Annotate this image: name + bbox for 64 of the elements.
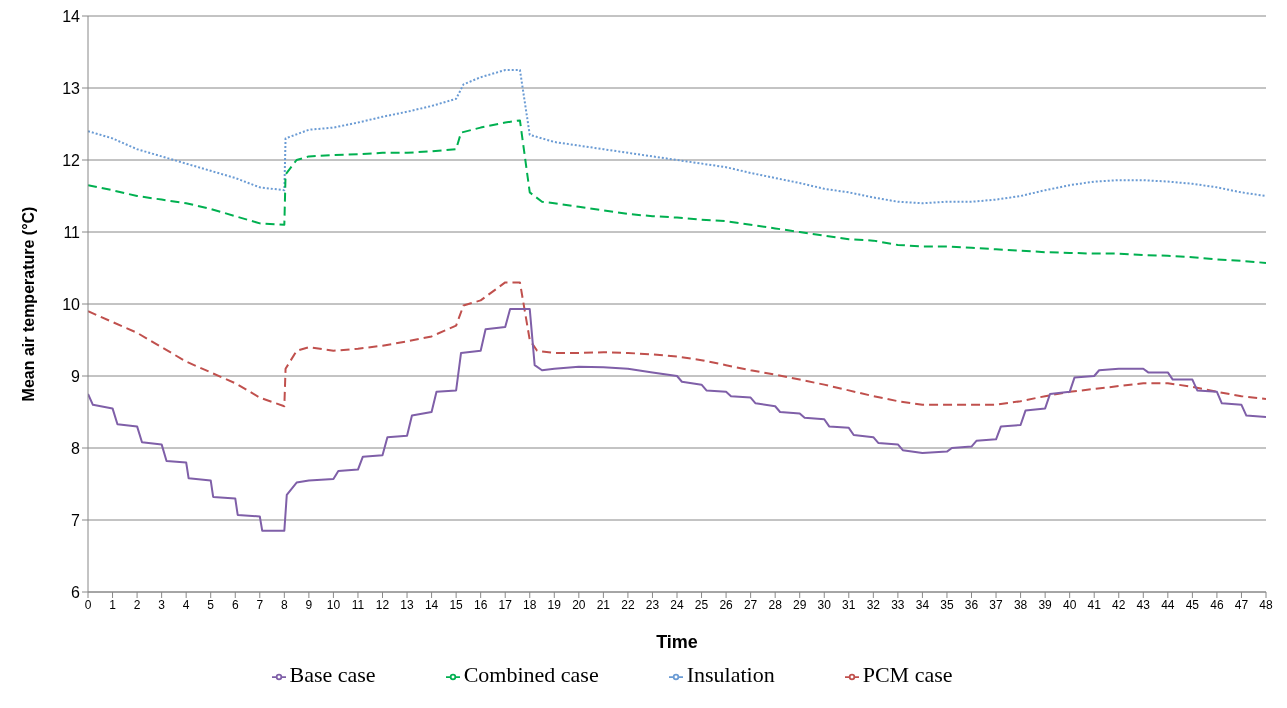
y-tick-label: 9 xyxy=(71,367,81,385)
x-tick-label: 8 xyxy=(280,597,288,612)
x-tick-label: 31 xyxy=(842,597,856,612)
x-tick-label: 1 xyxy=(109,597,117,612)
legend-label: PCM case xyxy=(862,662,953,687)
x-tick-label: 48 xyxy=(1259,597,1273,612)
y-tick-label: 6 xyxy=(71,583,81,601)
x-tick-label: 18 xyxy=(523,597,537,612)
x-tick-label: 33 xyxy=(891,597,905,612)
x-tick-label: 23 xyxy=(645,597,660,612)
x-tick-label: 14 xyxy=(424,597,439,612)
x-tick-label: 30 xyxy=(817,597,832,612)
x-tick-label: 9 xyxy=(305,597,313,612)
x-tick-label: 21 xyxy=(596,597,611,612)
x-tick-label: 17 xyxy=(498,597,513,612)
x-tick-label: 19 xyxy=(547,597,562,612)
x-tick-label: 6 xyxy=(231,597,239,612)
x-tick-label: 16 xyxy=(473,597,488,612)
y-tick-label: 7 xyxy=(71,511,81,529)
x-axis-title: Time xyxy=(656,632,698,652)
y-tick-label: 8 xyxy=(71,439,81,457)
y-tick-label: 13 xyxy=(62,79,81,97)
x-tick-label: 37 xyxy=(989,597,1004,612)
x-tick-label: 15 xyxy=(449,597,464,612)
x-tick-label: 43 xyxy=(1136,597,1151,612)
x-tick-label: 20 xyxy=(572,597,586,612)
y-tick-label: 10 xyxy=(62,295,81,313)
y-tick-label: 12 xyxy=(62,151,81,169)
legend-label: Combined case xyxy=(463,662,599,687)
x-tick-label: 40 xyxy=(1062,597,1077,612)
x-tick-label: 13 xyxy=(400,597,415,612)
y-axis-title: Mean air temperature (°C) xyxy=(19,206,37,402)
x-tick-label: 28 xyxy=(768,597,783,612)
x-tick-label: 5 xyxy=(207,597,215,612)
x-tick-label: 47 xyxy=(1234,597,1249,612)
x-tick-label: 3 xyxy=(158,597,166,612)
x-tick-label: 24 xyxy=(670,597,684,612)
x-tick-label: 46 xyxy=(1210,597,1224,612)
x-tick-label: 41 xyxy=(1087,597,1102,612)
legend-label: Insulation xyxy=(686,662,775,687)
x-tick-label: 45 xyxy=(1185,597,1200,612)
x-tick-label: 44 xyxy=(1161,597,1175,612)
x-tick-label: 25 xyxy=(694,597,709,612)
x-tick-label: 26 xyxy=(719,597,734,612)
x-tick-label: 42 xyxy=(1112,597,1126,612)
legend-label: Base case xyxy=(289,662,376,687)
y-tick-label: 14 xyxy=(62,7,81,25)
x-tick-label: 39 xyxy=(1038,597,1053,612)
x-tick-label: 36 xyxy=(964,597,979,612)
x-tick-label: 32 xyxy=(866,597,881,612)
x-tick-label: 27 xyxy=(743,597,758,612)
x-tick-label: 10 xyxy=(326,597,341,612)
x-tick-label: 29 xyxy=(793,597,807,612)
x-tick-label: 0 xyxy=(84,597,92,612)
x-tick-label: 4 xyxy=(182,597,190,612)
x-tick-label: 7 xyxy=(256,597,264,612)
x-tick-label: 12 xyxy=(375,597,390,612)
x-tick-label: 34 xyxy=(915,597,930,612)
y-tick-label: 11 xyxy=(63,223,81,241)
x-tick-label: 38 xyxy=(1013,597,1028,612)
x-tick-label: 22 xyxy=(621,597,635,612)
x-tick-label: 11 xyxy=(351,597,365,612)
x-tick-label: 35 xyxy=(940,597,954,612)
x-tick-label: 2 xyxy=(133,597,141,612)
